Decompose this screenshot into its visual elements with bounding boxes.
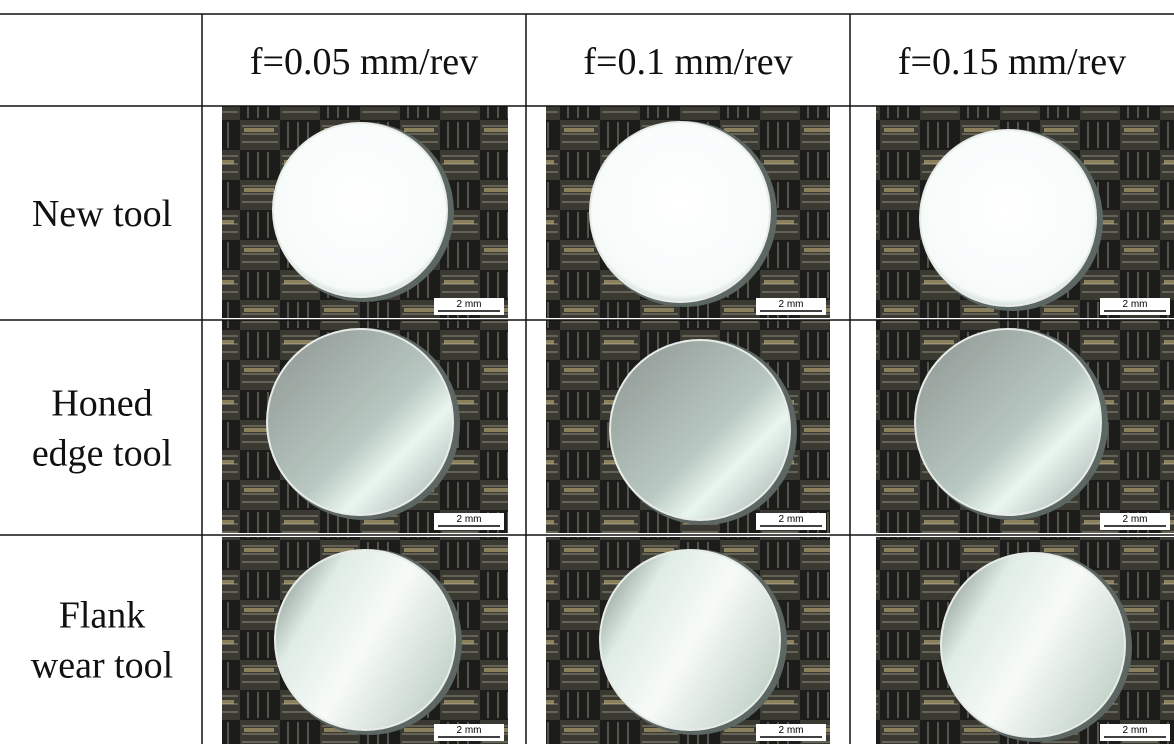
scale-bar-label: 2 mm — [1123, 299, 1148, 310]
drilled-hole — [940, 552, 1126, 738]
drilled-hole — [272, 122, 448, 298]
column-header: f=0.05 mm/rev — [250, 41, 478, 83]
drilled-hole — [274, 549, 456, 731]
scale-bar-label: 2 mm — [1123, 725, 1148, 736]
scale-bar-label: 2 mm — [457, 514, 482, 525]
scale-bar-label: 2 mm — [457, 725, 482, 736]
micrograph: 2 mm — [546, 537, 830, 744]
scale-bar-label: 2 mm — [457, 299, 482, 310]
micrograph: 2 mm — [876, 537, 1174, 744]
row-label: wear tool — [31, 645, 173, 687]
drilled-hole — [609, 339, 791, 521]
column-header: f=0.1 mm/rev — [583, 41, 792, 83]
micrograph: 2 mm — [546, 106, 830, 318]
table-rules — [0, 13, 1174, 744]
scale-bar-label: 2 mm — [779, 299, 804, 310]
row-label: Honed — [51, 383, 152, 425]
scale-bar-label: 2 mm — [779, 514, 804, 525]
micrograph: 2 mm — [222, 106, 508, 318]
drilled-hole — [599, 549, 781, 731]
micrographs: 2 mm 2 mm 2 mm 2 mm 2 mm 2 mm 2 mm 2 mm 2 mm — [222, 106, 1174, 744]
micrograph: 2 mm — [222, 537, 508, 744]
micrograph: 2 mm — [222, 320, 508, 533]
drilled-hole — [914, 328, 1102, 516]
drilled-hole — [589, 121, 771, 303]
micrograph: 2 mm — [876, 106, 1174, 318]
micrograph: 2 mm — [546, 320, 830, 533]
row-label: New tool — [32, 193, 172, 235]
row-label: edge tool — [32, 433, 172, 475]
column-header: f=0.15 mm/rev — [898, 41, 1126, 83]
row-label: Flank — [59, 595, 146, 637]
micrograph: 2 mm — [876, 320, 1174, 533]
drilled-hole — [266, 328, 454, 516]
drilled-hole — [919, 129, 1097, 307]
scale-bar-label: 2 mm — [779, 725, 804, 736]
scale-bar-label: 2 mm — [1123, 514, 1148, 525]
